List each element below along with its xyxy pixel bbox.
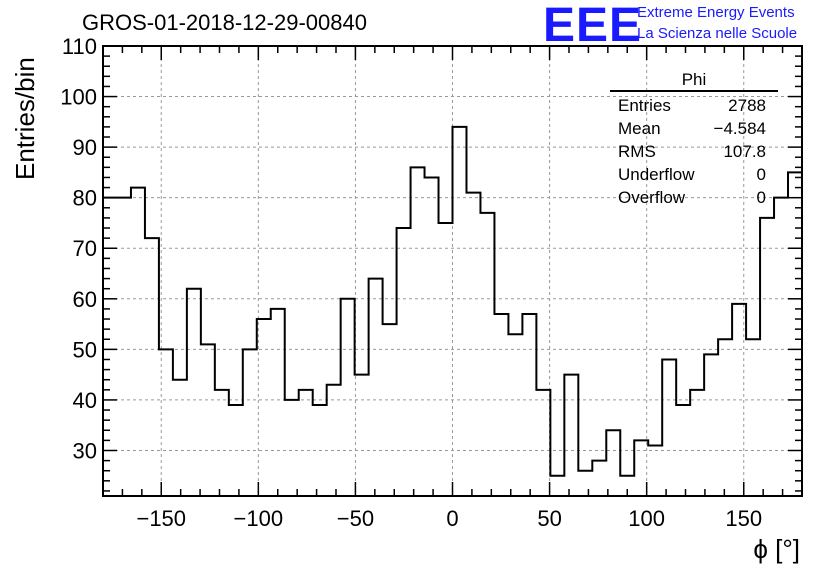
y-tick-label: 30 <box>73 438 97 463</box>
x-tick-label: 150 <box>725 506 762 531</box>
y-tick-labels: 30 40 50 60 70 80 90 100 110 <box>60 34 97 463</box>
eee-logo: EEE <box>543 0 643 52</box>
stats-value: 107.8 <box>723 142 766 161</box>
y-axis-title: Entries/bin <box>10 57 40 180</box>
stats-box: Phi Entries 2788 Mean −4.584 RMS 107.8 U… <box>610 70 778 209</box>
stats-row-overflow: Overflow 0 <box>610 186 778 209</box>
y-tick-label: 40 <box>73 388 97 413</box>
y-tick-label: 90 <box>73 135 97 160</box>
stats-value: 2788 <box>728 96 766 115</box>
stats-value: 0 <box>756 188 766 207</box>
axis-ticks <box>103 45 803 496</box>
x-tick-label: −100 <box>234 506 284 531</box>
stats-label: Overflow <box>618 188 686 207</box>
logo-line-2: La Scienza nelle Scuole <box>637 25 798 42</box>
y-tick-label: 100 <box>60 85 97 110</box>
stats-row-rms: RMS 107.8 <box>610 140 778 163</box>
logo-line-1: Extreme Energy Events <box>637 4 795 21</box>
chart-title: GROS-01-2018-12-29-00840 <box>82 10 367 35</box>
stats-row-entries: Entries 2788 <box>610 94 778 117</box>
x-tick-label: 0 <box>446 506 458 531</box>
stats-label: Mean <box>618 119 661 138</box>
stats-row-underflow: Underflow 0 <box>610 163 778 186</box>
stats-title: Phi <box>610 70 778 92</box>
x-tick-label: 50 <box>537 506 561 531</box>
y-tick-label: 80 <box>73 186 97 211</box>
stats-row-mean: Mean −4.584 <box>610 117 778 140</box>
y-tick-label: 60 <box>73 287 97 312</box>
stats-value: 0 <box>756 165 766 184</box>
histogram-outline <box>103 125 802 477</box>
y-tick-label: 70 <box>73 236 97 261</box>
stats-value: −4.584 <box>713 119 766 138</box>
y-tick-label: 50 <box>73 337 97 362</box>
x-tick-labels: −150 −100 −50 0 50 100 150 <box>136 506 762 531</box>
y-tick-label: 110 <box>62 34 97 59</box>
x-tick-label: −50 <box>337 506 374 531</box>
x-tick-label: 100 <box>628 506 665 531</box>
stats-label: Entries <box>618 96 671 115</box>
x-axis-title: ϕ [°] <box>753 534 800 564</box>
stats-label: RMS <box>618 142 656 161</box>
x-tick-label: −150 <box>136 506 186 531</box>
stats-label: Underflow <box>618 165 695 184</box>
